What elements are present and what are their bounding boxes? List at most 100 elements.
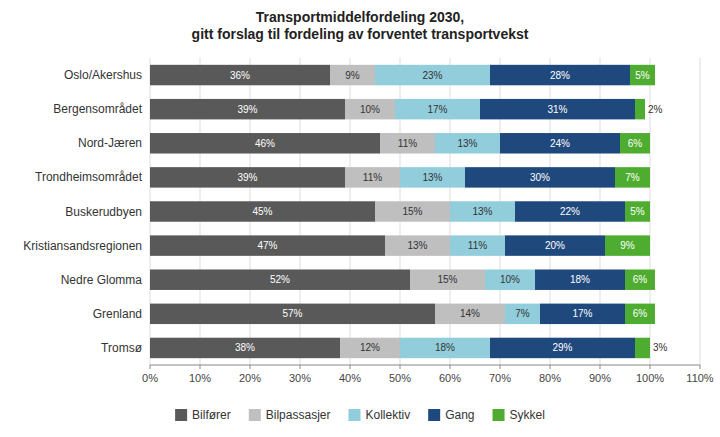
data-label: 31% xyxy=(547,104,567,115)
bar-segment xyxy=(620,133,650,153)
x-axis-line xyxy=(150,365,700,366)
legend-swatch xyxy=(175,409,187,421)
tick-label: 50% xyxy=(389,372,411,384)
data-label: 47% xyxy=(257,240,277,251)
bar-segment xyxy=(150,133,380,153)
tick-label: 20% xyxy=(239,372,261,384)
data-label: 9% xyxy=(620,240,635,251)
tick-mark xyxy=(250,365,251,369)
data-label: 5% xyxy=(630,206,645,217)
tick-mark xyxy=(150,365,151,369)
legend-label: Kollektiv xyxy=(365,408,410,422)
category-label: Tromsø xyxy=(101,341,143,355)
data-label: 7% xyxy=(515,308,530,319)
tick-mark xyxy=(650,365,651,369)
bar-segment xyxy=(505,304,540,324)
bar-segment xyxy=(150,304,435,324)
bar-segment xyxy=(395,99,480,119)
legend-item: Kollektiv xyxy=(348,408,410,422)
tick-mark xyxy=(600,365,601,369)
tick-label: 90% xyxy=(589,372,611,384)
bar-segment xyxy=(410,269,485,289)
bar-segment xyxy=(635,99,645,119)
data-label: 6% xyxy=(633,274,648,285)
data-label: 11% xyxy=(398,138,417,149)
tick-mark xyxy=(350,365,351,369)
title: Transportmiddelfordeling 2030,gitt forsl… xyxy=(192,9,529,42)
legend-item: Bilfører xyxy=(175,408,231,422)
tick-mark xyxy=(300,365,301,369)
bar-segment xyxy=(625,269,655,289)
tick-label: 60% xyxy=(439,372,461,384)
legend-item: Bilpassasjer xyxy=(249,408,331,422)
bar-segment xyxy=(465,167,615,187)
bar-segment xyxy=(625,201,650,221)
legend-label: Gang xyxy=(445,408,474,422)
legend-label: Sykkel xyxy=(510,408,545,422)
category-label: Grenland xyxy=(93,307,142,321)
data-label: 28% xyxy=(550,70,570,81)
title-line: gitt forslag til fordeling av forventet … xyxy=(192,26,529,42)
category-label: Nedre Glomma xyxy=(61,273,143,287)
tick-label: 40% xyxy=(339,372,361,384)
category-label: Bergensområdet xyxy=(53,102,142,116)
bar-segment xyxy=(540,304,625,324)
legend-swatch xyxy=(493,409,505,421)
tick-label: 80% xyxy=(539,372,561,384)
tick-label: 110% xyxy=(686,372,714,384)
bar-segment xyxy=(485,269,535,289)
bar-segment xyxy=(400,338,490,358)
bar-segment xyxy=(150,167,345,187)
y-axis: Oslo/AkershusBergensområdetNord-JærenTro… xyxy=(23,68,142,355)
bar-segment xyxy=(150,338,340,358)
tick-label: 70% xyxy=(489,372,511,384)
data-label: 57% xyxy=(282,308,302,319)
data-label: 14% xyxy=(460,308,480,319)
data-label: 3% xyxy=(653,342,668,353)
bar-segment xyxy=(490,65,630,85)
bar-segment xyxy=(150,269,410,289)
legend-item: Sykkel xyxy=(493,408,545,422)
bar-segment xyxy=(450,235,505,255)
data-label: 38% xyxy=(235,342,255,353)
legend-label: Bilfører xyxy=(192,408,231,422)
tick-label: 0% xyxy=(142,372,158,384)
category-label: Buskerudbyen xyxy=(65,205,142,219)
tick-label: 30% xyxy=(289,372,311,384)
tick-label: 10% xyxy=(189,372,211,384)
data-label: 30% xyxy=(530,172,550,183)
data-label: 46% xyxy=(255,138,275,149)
bar-segment xyxy=(505,235,605,255)
data-label: 7% xyxy=(625,172,640,183)
bar-segment xyxy=(435,304,505,324)
bar-segment xyxy=(490,338,635,358)
grid xyxy=(150,58,700,365)
bar-segment xyxy=(615,167,650,187)
bar-segment xyxy=(625,304,655,324)
data-label: 17% xyxy=(427,104,447,115)
title-line: Transportmiddelfordeling 2030, xyxy=(256,9,465,25)
data-label: 11% xyxy=(363,172,382,183)
legend-item: Gang xyxy=(428,408,474,422)
bar-segment xyxy=(480,99,635,119)
bar-segment xyxy=(150,65,330,85)
data-label: 29% xyxy=(552,342,572,353)
tick-label: 100% xyxy=(636,372,664,384)
legend-swatch xyxy=(348,409,360,421)
bar-segment xyxy=(450,201,515,221)
data-label: 10% xyxy=(360,104,380,115)
tick-mark xyxy=(400,365,401,369)
bar-segment xyxy=(150,201,375,221)
bar-segment xyxy=(400,167,465,187)
data-label: 39% xyxy=(237,172,257,183)
bar-segment xyxy=(340,338,400,358)
legend: Bilfører Bilpassasjer Kollektiv Gang Sykkel xyxy=(175,408,545,422)
bar-segment xyxy=(375,65,490,85)
bar-segment xyxy=(345,99,395,119)
category-label: Nord-Jæren xyxy=(78,136,142,150)
data-label: 9% xyxy=(345,70,360,81)
data-label: 18% xyxy=(570,274,590,285)
data-label: 15% xyxy=(437,274,457,285)
data-label: 45% xyxy=(252,206,272,217)
bar-segment xyxy=(380,133,435,153)
